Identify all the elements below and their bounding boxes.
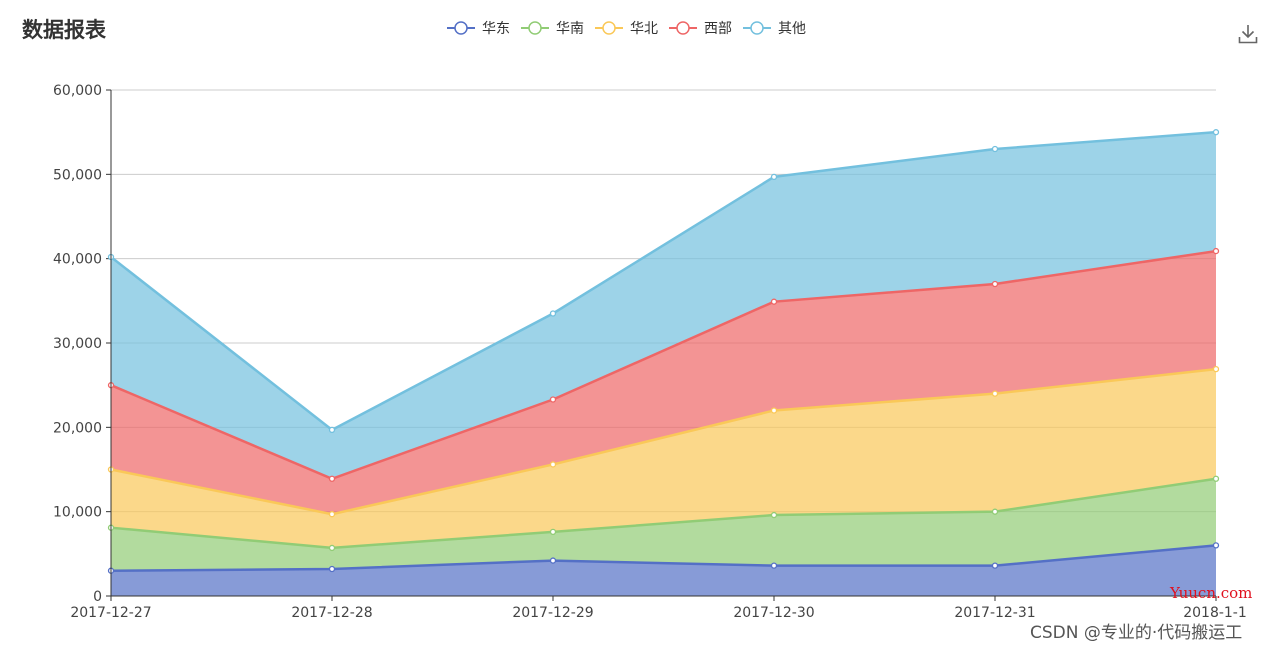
data-point-华东	[1212, 542, 1220, 549]
series-line-华北	[110, 367, 1217, 516]
data-point-西部	[770, 298, 778, 305]
data-point-华南	[770, 511, 778, 519]
data-point-华东	[991, 562, 999, 569]
data-point-其他	[549, 310, 557, 317]
x-tick-label: 2017-12-28	[291, 605, 372, 621]
y-tick-label: 60,000	[53, 83, 102, 99]
legend-item[interactable]: 西部	[668, 18, 732, 38]
csdn-watermark: CSDN @专业的·代码搬运工	[1030, 623, 1243, 643]
legend-marker-icon	[521, 21, 549, 35]
data-point-其他	[991, 145, 999, 153]
legend-label: 西部	[704, 21, 732, 37]
area-其他	[111, 132, 1216, 479]
legend-marker-icon	[595, 21, 623, 35]
y-tick-label: 50,000	[53, 167, 102, 183]
legend-marker-icon	[669, 21, 697, 35]
y-tick-label: 30,000	[53, 336, 102, 352]
data-point-西部	[328, 475, 336, 482]
data-point-西部	[1212, 247, 1220, 255]
data-point-西部	[549, 396, 557, 403]
y-tick-label: 0	[93, 589, 102, 605]
data-point-其他	[328, 426, 336, 434]
series-line-其他	[110, 130, 1217, 432]
x-tick-label: 2017-12-30	[733, 605, 814, 621]
area-华南	[111, 478, 1216, 571]
area-西部	[111, 251, 1216, 515]
data-point-华南	[328, 544, 336, 552]
legend-marker-circle	[454, 21, 468, 35]
legend-item[interactable]: 华东	[446, 18, 510, 38]
data-point-华南	[991, 508, 999, 515]
data-point-华东	[328, 565, 336, 573]
data-point-其他	[770, 173, 778, 181]
legend-label: 其他	[778, 21, 806, 37]
data-point-华南	[549, 528, 557, 536]
data-point-西部	[991, 280, 999, 288]
data-point-华东	[549, 557, 557, 564]
site-watermark: Yuucn.com	[1170, 584, 1253, 602]
legend: 华东 华南 华北 西部 其他	[446, 18, 816, 38]
x-tick-label: 2017-12-29	[512, 605, 593, 621]
x-tick-label: 2017-12-31	[954, 605, 1035, 621]
data-point-华南	[1212, 475, 1220, 482]
data-point-华北	[1212, 365, 1220, 373]
legend-label: 华南	[556, 21, 584, 37]
legend-marker-icon	[447, 21, 475, 35]
area-华北	[111, 369, 1216, 548]
data-point-华北	[328, 511, 336, 518]
data-point-其他	[1212, 129, 1220, 136]
y-tick-label: 10,000	[53, 505, 102, 521]
download-icon[interactable]	[1236, 22, 1260, 46]
legend-label: 华北	[630, 21, 658, 37]
chart-title: 数据报表	[22, 18, 106, 42]
legend-marker-circle	[528, 21, 542, 35]
x-tick-label: 2018-1-1	[1183, 605, 1247, 621]
series-line-西部	[110, 249, 1217, 481]
legend-marker-circle	[750, 21, 764, 35]
data-point-华东	[770, 562, 778, 569]
series-line-华南	[110, 477, 1217, 550]
legend-item[interactable]: 其他	[742, 18, 806, 38]
x-tick-label: 2017-12-27	[70, 605, 151, 621]
area-华东	[111, 545, 1216, 596]
y-tick-label: 40,000	[53, 252, 102, 268]
legend-item[interactable]: 华北	[594, 18, 658, 38]
y-tick-label: 20,000	[53, 420, 102, 436]
series-line-华东	[110, 544, 1217, 572]
legend-label: 华东	[482, 21, 510, 37]
data-point-华北	[991, 390, 999, 397]
data-point-华北	[549, 461, 557, 468]
data-point-华北	[770, 407, 778, 414]
legend-marker-circle	[602, 21, 616, 35]
legend-marker-circle	[676, 21, 690, 35]
legend-item[interactable]: 华南	[520, 18, 584, 38]
legend-marker-icon	[743, 21, 771, 35]
